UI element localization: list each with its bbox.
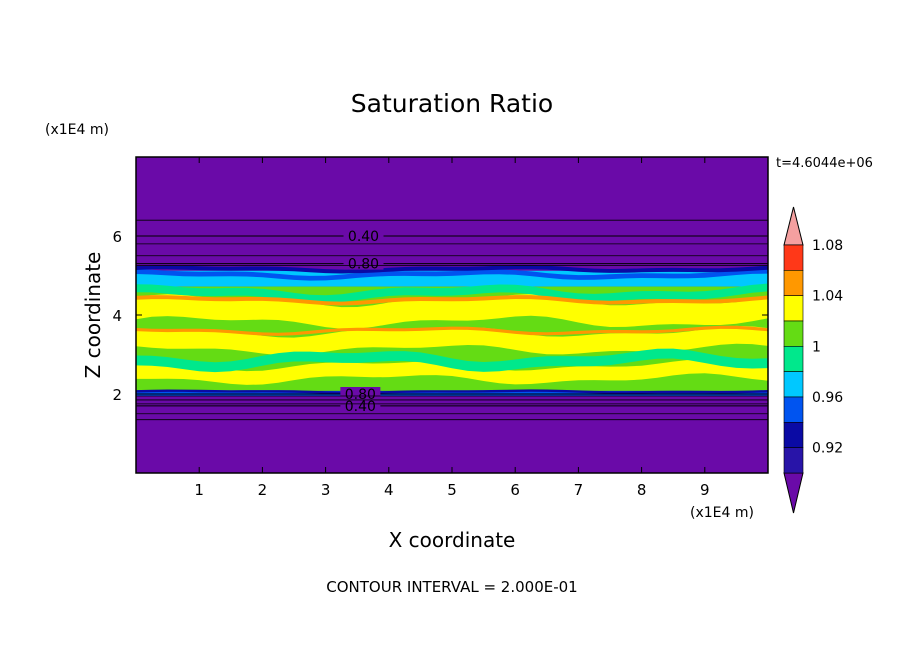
- x-tick-label-2: 2: [258, 481, 268, 499]
- field-orange-band-upper: [136, 295, 768, 306]
- x-tick-label-5: 5: [447, 481, 457, 499]
- y-tick-label-4: 4: [112, 307, 122, 325]
- x-tick-label-7: 7: [574, 481, 584, 499]
- colorbar-segment-2: [783, 295, 804, 322]
- contour-label-gap-3: [340, 398, 381, 412]
- y-tick-label-2: 2: [112, 386, 122, 404]
- y-axis-title: Z coordinate: [81, 252, 105, 379]
- field-navy-ribbon-upper: [136, 265, 768, 274]
- chart-title: Saturation Ratio: [351, 89, 553, 118]
- field-band-lower-edge: [136, 390, 768, 396]
- contour-lines: 0.400.800.800.40: [136, 219, 768, 421]
- colorbar-label-1: 0.96: [812, 390, 843, 406]
- colorbar-segment-7: [783, 422, 804, 448]
- field-navy-ribbon-lower: [136, 389, 768, 394]
- x-tick-label-3: 3: [321, 481, 331, 499]
- colorbar-top-triangle: [783, 206, 804, 246]
- field-yellow-band-upper: [136, 294, 768, 329]
- colorbar-label-3: 1.04: [812, 289, 843, 305]
- x-tick-label-4: 4: [384, 481, 394, 499]
- field-yellow-band-lower: [136, 359, 768, 385]
- x-axis-title: X coordinate: [389, 528, 516, 552]
- x-axis: 1 2 3 4 5 6 7 8 9: [194, 157, 710, 499]
- contour-label-0: 0.40: [348, 229, 379, 245]
- x-tick-label-8: 8: [637, 481, 647, 499]
- x-tick-label-1: 1: [194, 481, 204, 499]
- y-axis: 2 4 6: [112, 228, 768, 404]
- contour-label-gap-1: [343, 256, 384, 270]
- contour-label-3: 0.40: [345, 399, 376, 415]
- field-orange-band-lower: [136, 325, 768, 336]
- time-label: t=4.6044e+06: [776, 156, 873, 171]
- x-tick-label-6: 6: [510, 481, 520, 499]
- field-yellow-band-middle: [136, 325, 768, 356]
- colorbar: 0.92 0.96 1 1.04 1.08: [783, 206, 843, 514]
- y-unit-label: (x1E4 m): [45, 122, 109, 138]
- colorbar-segment-6: [783, 396, 804, 423]
- contour-label-1: 0.80: [348, 257, 379, 273]
- colorbar-segment-3: [783, 320, 804, 347]
- contour-field: [136, 157, 768, 473]
- x-unit-label: (x1E4 m): [690, 505, 754, 521]
- field-blue-ribbon-upper: [136, 268, 768, 281]
- colorbar-segment-0: [783, 244, 804, 271]
- field-teal-band-upper: [136, 283, 768, 304]
- field-teal-band-lower: [136, 348, 768, 373]
- colorbar-segment-8: [783, 447, 804, 474]
- contour-interval-note: CONTOUR INTERVAL = 2.000E-01: [326, 578, 577, 596]
- colorbar-segment-4: [783, 346, 804, 372]
- contour-label-gap-2: [340, 387, 381, 400]
- colorbar-label-2: 1: [812, 339, 821, 355]
- colorbar-label-4: 1.08: [812, 238, 843, 254]
- y-tick-label-6: 6: [112, 228, 122, 246]
- contour-label-gap-0: [343, 229, 384, 242]
- colorbar-bottom-triangle: [783, 472, 804, 514]
- x-tick-label-9: 9: [700, 481, 710, 499]
- colorbar-segment-5: [783, 371, 804, 398]
- colorbar-label-0: 0.92: [812, 441, 843, 457]
- colorbar-segment-1: [783, 270, 804, 296]
